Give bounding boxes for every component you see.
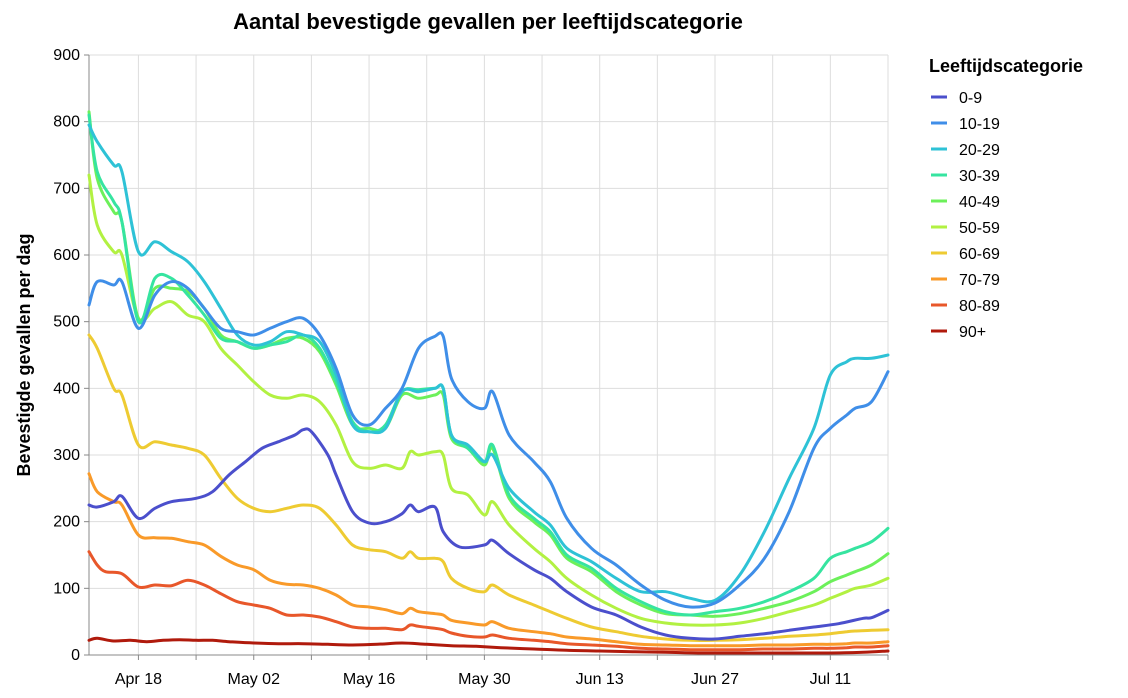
chart-title: Aantal bevestigde gevallen per leeftijds…	[233, 9, 743, 34]
axes: 0 100 200 300 400 500 600 700 800 900 Apr 18 May 02…	[53, 47, 889, 688]
x-tick-label: Apr 18	[115, 671, 162, 688]
y-tick-label: 400	[53, 380, 80, 397]
x-tick-label: May 30	[458, 671, 511, 688]
series-line-10-19	[87, 277, 890, 609]
series-lines	[87, 110, 890, 655]
series-line-80-89	[87, 550, 890, 652]
y-tick-label: 0	[71, 647, 80, 664]
legend-label: 80-89	[959, 298, 1000, 315]
legend-label: 70-79	[959, 272, 1000, 289]
legend-label: 10-19	[959, 116, 1000, 133]
series-line-90+	[87, 636, 890, 655]
legend-label: 90+	[959, 324, 986, 341]
y-tick-label: 500	[53, 314, 80, 331]
y-tick-label: 800	[53, 114, 80, 131]
x-tick-label: May 16	[343, 671, 396, 688]
legend-label: 60-69	[959, 246, 1000, 263]
series-line-30-39	[87, 113, 890, 617]
series-line-0-9	[87, 427, 890, 641]
y-tick-label: 100	[53, 580, 80, 597]
legend: Leeftijdscategorie 0-9 10-19 20-29 30-39 40-…	[929, 56, 1083, 341]
y-tick-label: 300	[53, 447, 80, 464]
series-line-60-69	[87, 333, 890, 642]
y-tick-label: 700	[53, 180, 80, 197]
legend-label: 20-29	[959, 142, 1000, 159]
legend-label: 40-49	[959, 194, 1000, 211]
y-axis-title: Bevestigde gevallen per dag	[14, 233, 34, 476]
x-tick-label: Jun 27	[691, 671, 739, 688]
x-tick-label: Jul 11	[810, 671, 852, 688]
series-line-20-29	[87, 123, 890, 604]
series-line-70-79	[87, 472, 890, 648]
y-tick-label: 200	[53, 514, 80, 531]
legend-label: 0-9	[959, 90, 982, 107]
y-tick-label: 600	[53, 247, 80, 264]
series-line-50-59	[87, 173, 890, 627]
x-tick-label: May 02	[228, 671, 281, 688]
legend-label: 50-59	[959, 220, 1000, 237]
y-tick-label: 900	[53, 47, 80, 64]
legend-title: Leeftijdscategorie	[929, 56, 1083, 76]
grid	[89, 54, 889, 656]
legend-label: 30-39	[959, 168, 1000, 185]
x-tick-label: Jun 13	[576, 671, 624, 688]
